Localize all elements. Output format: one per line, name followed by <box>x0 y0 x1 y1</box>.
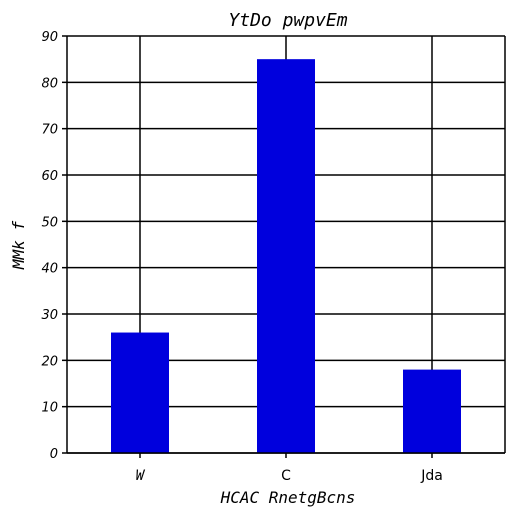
x-tick-label: C <box>281 468 291 484</box>
y-tick-label: 60 <box>41 169 58 184</box>
y-tick-label: 90 <box>41 30 58 45</box>
y-tick-label: 20 <box>41 354 58 369</box>
bar-c <box>257 59 315 454</box>
y-tick-label: 0 <box>50 447 58 462</box>
bar-jda <box>403 369 461 453</box>
y-tick-label: 40 <box>41 262 58 277</box>
ticks-layer: 0 10 20 30 40 50 60 70 80 90 W C Jda <box>41 30 442 484</box>
bar-w <box>111 332 169 453</box>
x-axis-label: HCAC RnetgBcns <box>220 488 356 507</box>
y-axis-label: MMk f <box>9 221 28 271</box>
y-tick-label: 80 <box>41 76 58 91</box>
bars-layer <box>111 59 461 454</box>
y-tick-label: 10 <box>41 401 58 416</box>
y-tick-label: 30 <box>41 308 58 323</box>
y-tick-label: 50 <box>41 215 58 230</box>
y-tick-label: 70 <box>41 123 58 138</box>
chart-title: YtDo pwpvEm <box>228 10 347 31</box>
x-tick-label: Jda <box>420 468 443 484</box>
x-tick-label: W <box>136 468 146 484</box>
